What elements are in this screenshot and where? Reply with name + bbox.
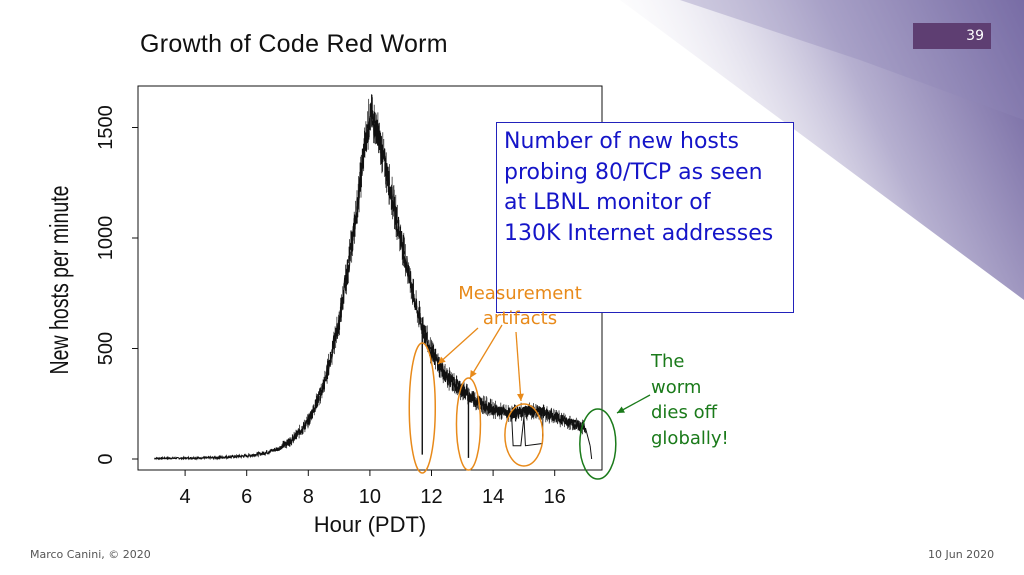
x-tick-label: 14 [482,486,504,508]
x-axis: 4 6 8 10 12 14 16 [180,470,566,508]
die-off-ellipse [579,408,617,480]
arrow-head [617,406,625,413]
x-tick-label: 4 [180,486,191,508]
x-tick-label: 6 [241,486,252,508]
y-tick-label: 1500 [95,105,117,150]
y-tick-label: 1000 [95,216,117,261]
x-axis-label: Hour (PDT) [314,512,426,537]
footer-date: 10 Jun 2020 [928,548,995,561]
x-tick-label: 12 [420,486,442,508]
series-noise [282,94,586,449]
die-off-segment [589,445,593,460]
worm-dies-annotation: The worm dies off globally! [651,351,729,449]
arrow-head [438,356,446,364]
x-tick-label: 10 [359,486,381,508]
arrow-head [517,393,524,401]
callout-box: Number of new hosts probing 80/TCP as se… [496,122,794,313]
artifact-spikes [421,325,593,460]
x-tick-label: 16 [544,486,566,508]
artifact-ellipse [408,342,437,474]
artifact-ellipse [455,377,482,471]
y-axis: 0 500 1000 1500 [95,105,138,465]
annotation-arrow [437,327,479,365]
x-tick-label: 8 [303,486,314,508]
slide-number: 39 [913,23,991,49]
die-off-segment [585,427,591,446]
arrow-head [470,370,477,378]
footer-author: Marco Canini, © 2020 [30,548,151,561]
annotation-arrow [515,331,522,402]
artifacts-annotation: Measurement artifacts [458,283,582,329]
y-tick-label: 500 [95,332,117,365]
y-tick-label: 0 [95,453,117,464]
chart-title: Growth of Code Red Worm [140,30,448,58]
artifact-ellipse [504,403,544,467]
annotation-arrow [469,324,503,379]
y-axis-label: New hosts per minute [44,185,73,374]
